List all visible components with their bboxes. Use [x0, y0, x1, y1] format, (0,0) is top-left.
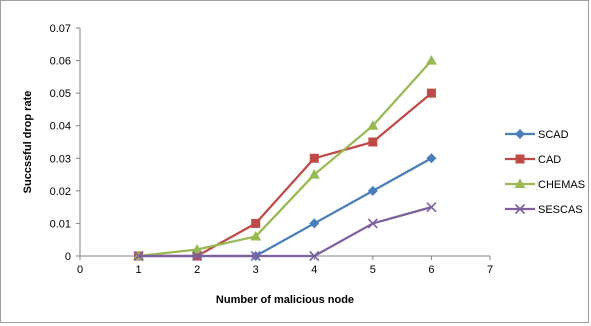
x-tick-label: 6	[428, 264, 434, 276]
x-tick-label: 2	[194, 264, 200, 276]
x-axis-title: Number of malicious node	[216, 294, 354, 306]
x-tick-label: 0	[77, 264, 83, 276]
sescas-point	[192, 250, 203, 262]
sescas-point	[426, 202, 437, 213]
cad-point	[251, 218, 261, 228]
y-tick-label: 0.02	[50, 186, 71, 198]
chemas-line	[138, 59, 433, 258]
cad-point	[368, 137, 378, 147]
y-tick-label: 0.01	[50, 218, 71, 230]
cad-point	[426, 88, 436, 98]
x-tick-label: 7	[487, 264, 493, 276]
scad-point	[309, 218, 320, 229]
legend-marker	[515, 154, 525, 164]
legend-item-chemas: CHEMAS	[505, 178, 585, 191]
sescas-point	[309, 250, 320, 262]
chemas-point	[250, 230, 262, 241]
legend-item-scad: SCAD	[505, 129, 569, 141]
series-layer	[133, 55, 437, 262]
legend: SCAD CAD CHEMAS SESCAS	[505, 129, 585, 216]
legend-item-sescas: SESCAS	[505, 203, 583, 216]
chemas-point	[367, 120, 379, 130]
chemas-point	[308, 169, 320, 179]
cad-line	[138, 92, 433, 258]
series-sescas	[133, 202, 437, 262]
legend-item-cad: CAD	[505, 154, 561, 166]
y-tick-label: 0.07	[50, 23, 71, 35]
series-cad	[134, 88, 436, 261]
series-chemas	[133, 55, 437, 260]
sescas-line	[138, 206, 432, 258]
legend-label: CHEMAS	[538, 179, 585, 191]
chemas-point	[191, 243, 203, 254]
legend-marker	[514, 203, 526, 215]
y-tick-label: 0.05	[50, 88, 71, 100]
sescas-point	[133, 250, 144, 262]
x-tick-label: 4	[311, 264, 317, 276]
y-tick-label: 0	[65, 251, 71, 263]
scad-point	[426, 153, 437, 164]
cad-point	[309, 153, 319, 163]
legend-marker	[515, 129, 525, 139]
legend-label: SCAD	[538, 129, 569, 141]
legend-label: CAD	[538, 154, 561, 166]
x-tick-label: 1	[136, 264, 142, 276]
legend-label: SESCAS	[538, 204, 583, 216]
sescas-point	[250, 250, 261, 262]
legend-marker	[514, 178, 526, 188]
x-tick-label: 3	[253, 264, 259, 276]
y-tick-label: 0.06	[50, 56, 71, 68]
scad-point	[367, 185, 378, 196]
y-tick-label: 0.03	[50, 153, 71, 165]
chemas-point	[425, 55, 437, 65]
y-tick-label: 0.04	[50, 121, 71, 133]
x-tick-label: 5	[370, 264, 376, 276]
y-tick-labels: 0 0.01 0.02 0.03 0.04 0.05 0.06 0.07	[50, 23, 80, 263]
y-axis-title: Succssful drop rate	[22, 91, 34, 194]
sescas-point	[367, 218, 378, 229]
